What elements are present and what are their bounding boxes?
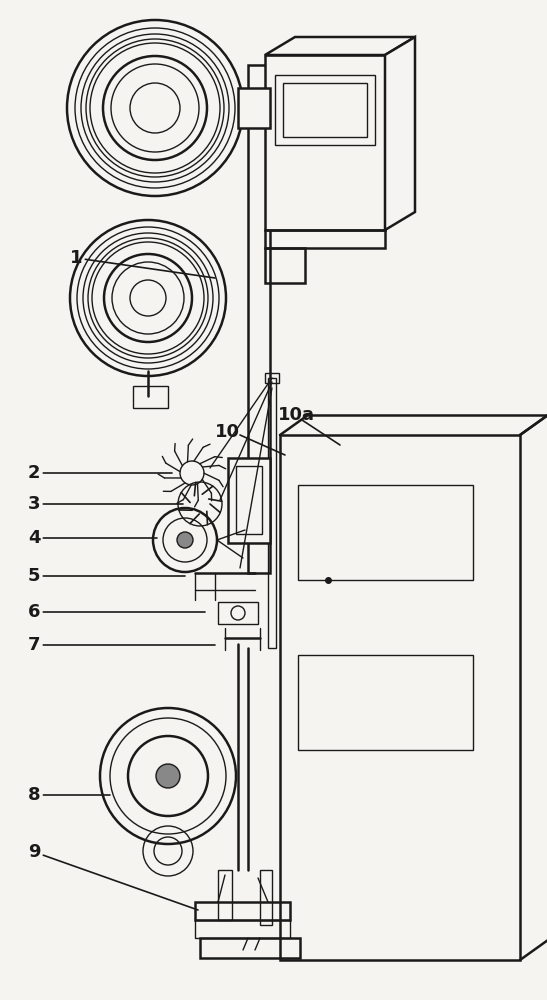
Text: 10a: 10a bbox=[278, 406, 315, 424]
Circle shape bbox=[100, 708, 236, 844]
Bar bbox=[218, 602, 258, 624]
Bar bbox=[298, 655, 473, 750]
Text: 8: 8 bbox=[28, 786, 110, 804]
Bar bbox=[236, 466, 262, 534]
Bar bbox=[265, 248, 305, 283]
Bar bbox=[268, 378, 276, 648]
Bar bbox=[275, 75, 375, 145]
Text: 4: 4 bbox=[28, 529, 157, 547]
Bar bbox=[248, 95, 278, 103]
Polygon shape bbox=[385, 37, 415, 230]
Bar bbox=[228, 458, 270, 543]
Text: 2: 2 bbox=[28, 464, 172, 482]
Bar bbox=[133, 386, 168, 408]
Circle shape bbox=[177, 532, 193, 548]
Text: 1: 1 bbox=[70, 249, 215, 278]
Circle shape bbox=[104, 254, 192, 342]
Bar bbox=[283, 83, 367, 137]
Circle shape bbox=[103, 56, 207, 160]
Bar bbox=[195, 902, 290, 920]
Bar bbox=[265, 55, 385, 230]
Text: 3: 3 bbox=[28, 495, 183, 513]
Bar bbox=[298, 485, 473, 580]
Text: 9: 9 bbox=[28, 843, 198, 910]
Text: 7: 7 bbox=[28, 636, 215, 654]
Bar bbox=[248, 65, 270, 95]
Bar bbox=[218, 870, 232, 920]
Bar bbox=[265, 373, 279, 383]
Bar bbox=[260, 870, 272, 925]
Bar bbox=[253, 100, 263, 108]
Circle shape bbox=[156, 764, 180, 788]
Circle shape bbox=[70, 220, 226, 376]
Bar bbox=[280, 435, 520, 960]
Text: 5: 5 bbox=[28, 567, 185, 585]
Bar bbox=[265, 230, 385, 248]
Text: 10: 10 bbox=[215, 423, 240, 441]
Text: 6: 6 bbox=[28, 603, 205, 621]
Bar bbox=[200, 938, 300, 958]
Bar bbox=[248, 103, 270, 573]
Circle shape bbox=[128, 736, 208, 816]
Circle shape bbox=[67, 20, 243, 196]
Bar bbox=[195, 920, 290, 938]
Polygon shape bbox=[265, 37, 415, 55]
Bar bbox=[238, 88, 270, 128]
